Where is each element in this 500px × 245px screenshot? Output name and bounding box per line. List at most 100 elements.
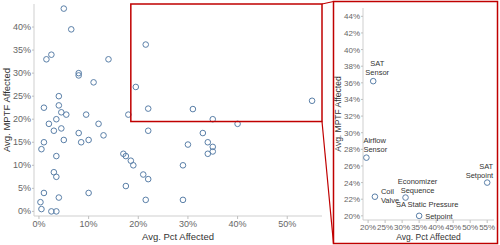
point-label: Setpoint (466, 171, 494, 180)
y-axis-title: Avg. MPTF Affected (333, 76, 343, 152)
y-tick (361, 215, 363, 216)
point (91, 80, 97, 86)
point (76, 130, 82, 136)
point-label: SAT (479, 162, 493, 171)
y-tick (32, 96, 34, 97)
point (309, 98, 315, 104)
point (38, 199, 44, 205)
point (133, 84, 139, 90)
y-tick (361, 165, 363, 166)
point (106, 57, 112, 63)
points (364, 78, 490, 218)
y-tick-label: 15% (13, 137, 31, 147)
point (86, 137, 92, 143)
chart-0: 0%10%20%30%40%50%0%5%10%15%20%25%30%35%4… (1, 4, 322, 242)
point (41, 190, 47, 196)
point (41, 105, 47, 111)
y-axis-line (34, 4, 35, 216)
y-tick-label: 5% (18, 183, 31, 193)
x-axis-title: Avg. Pct Affected (396, 232, 461, 242)
y-tick-label: 20% (13, 114, 31, 124)
point (140, 172, 146, 178)
y-tick-label: 0% (18, 206, 31, 216)
point (416, 213, 422, 219)
y-tick (361, 132, 363, 133)
y-tick-label: 25% (13, 91, 31, 101)
x-tick-label: 40% (428, 223, 444, 232)
point (190, 106, 196, 112)
point (44, 57, 50, 63)
y-tick (361, 16, 363, 17)
point-label: Economizer (398, 177, 438, 186)
x-tick-label: 35% (411, 223, 427, 232)
point (145, 128, 151, 134)
zoom-connector (322, 122, 334, 244)
x-tick-label: 40% (229, 219, 247, 229)
point (56, 103, 62, 109)
figure: 0%10%20%30%40%50%0%5%10%15%20%25%30%35%4… (0, 0, 500, 245)
chart-1: 20%25%30%35%40%45%50%55%20%22%24%26%28%3… (333, 8, 495, 242)
y-tick-label: 44% (344, 12, 360, 21)
y-tick-label: 32% (344, 112, 360, 121)
y-tick-label: 30% (344, 129, 360, 138)
zoom-box (131, 4, 322, 122)
points (38, 6, 315, 214)
point (143, 197, 149, 203)
point (39, 206, 45, 212)
point (205, 139, 211, 145)
x-tick-label: 55% (479, 223, 495, 232)
x-tick-label: 50% (278, 219, 296, 229)
point-label: Setpoint (425, 212, 453, 221)
y-tick (32, 188, 34, 189)
point (180, 163, 186, 169)
point (54, 209, 60, 215)
y-tick-label: 36% (344, 79, 360, 88)
y-axis-line (363, 8, 364, 220)
point-label: Airflow (363, 136, 386, 145)
y-tick-label: 42% (344, 29, 360, 38)
point (61, 6, 67, 12)
y-tick-label: 40% (13, 22, 31, 32)
y-tick-label: 28% (344, 145, 360, 154)
point (131, 163, 137, 169)
point (54, 116, 60, 122)
point (51, 128, 57, 134)
x-tick-label: 30% (179, 219, 197, 229)
point (41, 139, 47, 145)
y-tick (32, 165, 34, 166)
point (372, 194, 378, 200)
point (185, 142, 191, 148)
point (78, 139, 84, 145)
y-tick (32, 142, 34, 143)
y-tick (361, 66, 363, 67)
point (210, 149, 216, 155)
y-tick (32, 50, 34, 51)
y-tick-label: 26% (344, 162, 360, 171)
point (56, 93, 62, 99)
point-label: SA Static Pressure (396, 200, 459, 209)
point-label: Coil (381, 187, 394, 196)
zoom-connector (322, 2, 334, 5)
point-label: Sensor (363, 145, 387, 154)
y-axis-title: Avg. MPTF Affected (1, 68, 12, 152)
point (145, 106, 151, 112)
point (145, 176, 151, 182)
y-tick (361, 49, 363, 50)
point (54, 174, 60, 180)
y-tick-label: 35% (13, 45, 31, 55)
y-tick-label: 24% (344, 179, 360, 188)
point (123, 153, 129, 159)
point (86, 190, 92, 196)
x-tick-label: 45% (445, 223, 461, 232)
y-tick-label: 10% (13, 160, 31, 170)
x-axis-line (34, 216, 322, 217)
point (56, 195, 62, 201)
y-tick (361, 82, 363, 83)
point (54, 153, 60, 159)
point-label: Sequence (401, 186, 435, 195)
point-label: SAT (370, 59, 384, 68)
x-tick-label: 25% (377, 223, 393, 232)
y-tick-label: 30% (13, 68, 31, 78)
point (61, 137, 67, 143)
point (83, 112, 89, 118)
